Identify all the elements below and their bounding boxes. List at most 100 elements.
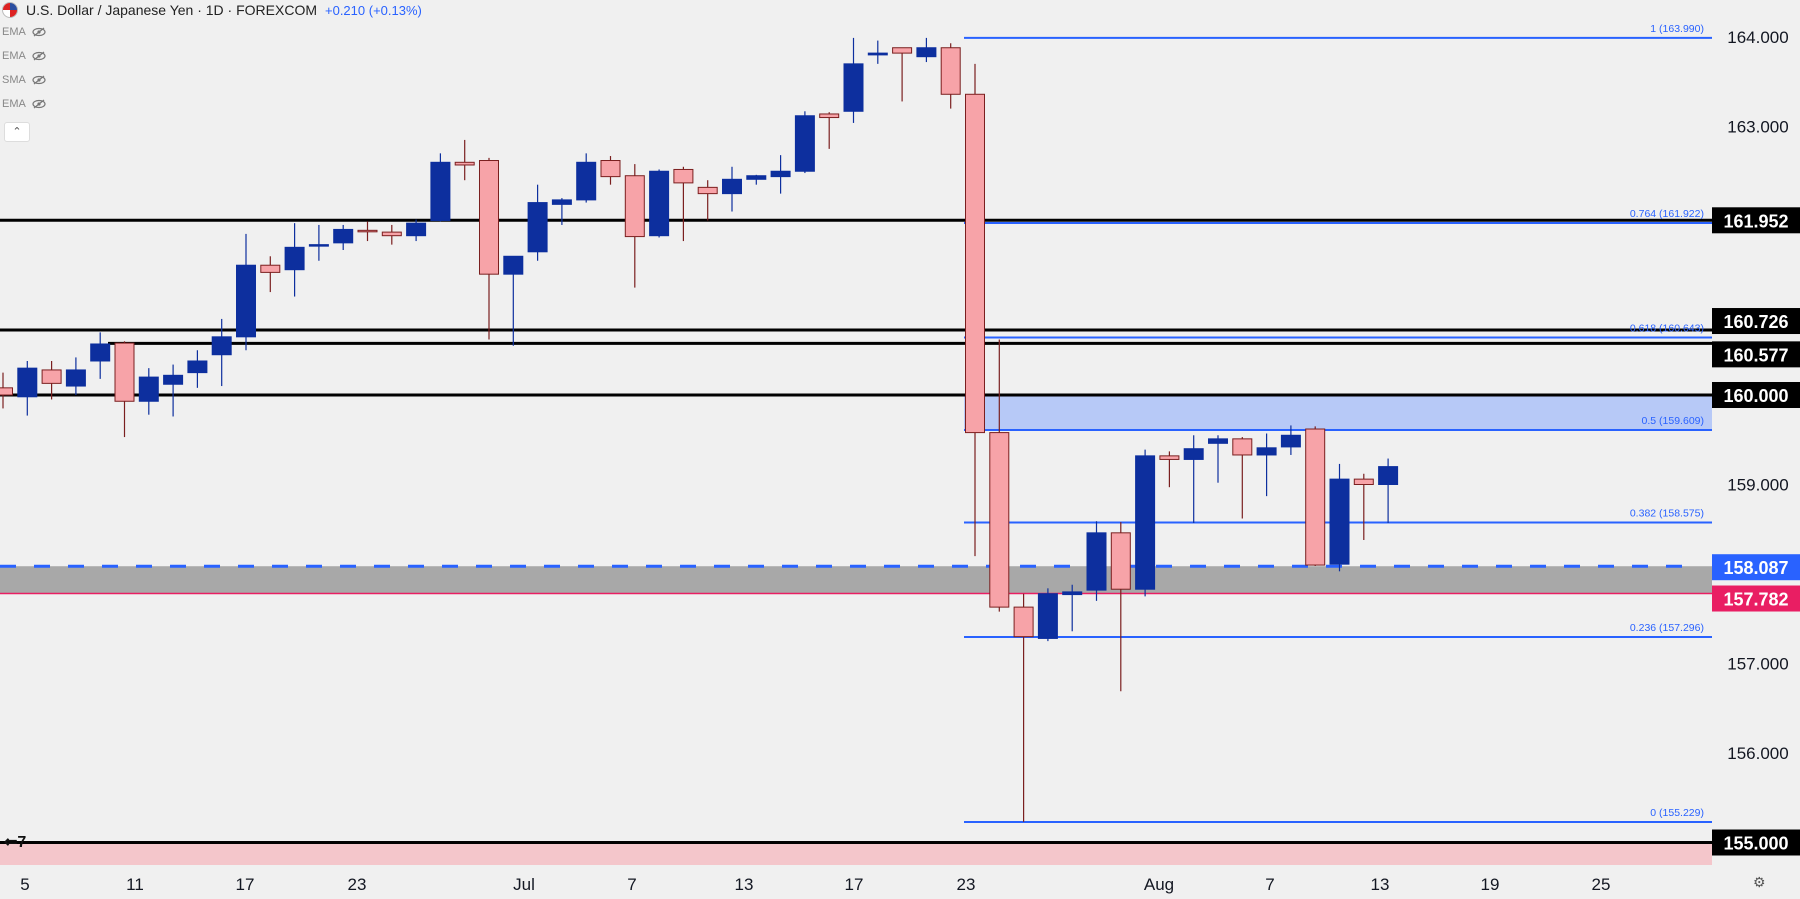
candle	[1037, 588, 1058, 642]
candle	[406, 219, 427, 242]
price-label-box	[1712, 554, 1800, 581]
candle	[41, 360, 62, 400]
candle-body	[430, 161, 451, 221]
candle-body	[843, 63, 864, 112]
candle-body	[770, 170, 791, 178]
candle-body	[503, 255, 524, 275]
candle	[916, 37, 937, 63]
y-tick-label: 159.000	[1727, 476, 1788, 495]
candle-body	[333, 228, 354, 244]
candle-body	[187, 360, 208, 374]
indicator-row[interactable]: SMA	[2, 74, 46, 86]
candle-body	[454, 161, 475, 166]
eye-off-icon[interactable]	[32, 99, 46, 109]
candle-body	[138, 376, 159, 402]
candle-body	[406, 222, 427, 237]
candle-body	[1062, 591, 1083, 596]
y-tick-label: 164.000	[1727, 28, 1788, 47]
collapse-indicators-button[interactable]: ⌃	[4, 122, 30, 142]
x-tick-label: 13	[735, 875, 754, 894]
candle-body	[114, 342, 135, 402]
fib-label: 0.236 (157.296)	[1630, 622, 1704, 634]
price-label-text: 157.782	[1723, 590, 1788, 610]
candle	[843, 37, 864, 123]
candle	[867, 40, 888, 64]
gear-icon[interactable]: ⚙	[1753, 874, 1766, 890]
candle	[770, 155, 791, 194]
candle-body	[819, 113, 840, 119]
candle	[673, 166, 694, 242]
candle	[114, 341, 135, 438]
candle	[1378, 458, 1399, 523]
candle-body	[1013, 606, 1034, 638]
candle	[1232, 437, 1253, 519]
price-zone	[0, 566, 1712, 594]
indicator-row[interactable]: EMA	[2, 26, 46, 38]
price-label-text: 160.726	[1723, 312, 1788, 332]
candle-body	[1232, 438, 1253, 456]
x-tick-label: 23	[957, 875, 976, 894]
candle-body	[916, 47, 937, 58]
eye-off-icon[interactable]	[32, 51, 46, 61]
candle-body	[649, 170, 670, 237]
price-axis: 156.000157.000158.000159.000163.000164.0…	[1712, 0, 1800, 899]
fib-label: 1 (163.990)	[1650, 23, 1704, 35]
candle	[163, 364, 184, 417]
price-label-box	[1712, 308, 1800, 335]
candle	[454, 139, 475, 181]
candle-body	[1110, 532, 1131, 590]
candle-body	[236, 264, 256, 338]
fib-label: 0.5 (159.609)	[1642, 415, 1704, 427]
candle	[1305, 426, 1326, 566]
candle	[1013, 593, 1034, 822]
candle	[1110, 522, 1131, 692]
indicator-row[interactable]: EMA	[2, 98, 46, 110]
x-tick-label: 23	[348, 875, 367, 894]
candle-body	[794, 115, 815, 172]
candles-layer	[0, 37, 1399, 822]
x-tick-label: 17	[845, 875, 864, 894]
zones-layer	[0, 395, 1712, 865]
x-tick-label: 5	[20, 875, 29, 894]
candle	[697, 180, 718, 221]
candle	[90, 332, 111, 379]
candle	[649, 169, 670, 238]
candle-body	[284, 246, 305, 271]
candle-body	[892, 47, 913, 54]
candle	[1183, 435, 1204, 523]
price-label-text: 158.087	[1723, 558, 1788, 578]
candle-body	[746, 175, 767, 180]
candle	[65, 357, 86, 395]
candle	[430, 153, 451, 222]
candle-body	[479, 160, 499, 275]
candle-body	[1305, 428, 1326, 566]
candle	[381, 224, 402, 245]
candle	[819, 112, 840, 149]
symbol-title[interactable]: U.S. Dollar / Japanese Yen · 1D · FOREXC…	[26, 2, 317, 18]
eye-off-icon[interactable]	[32, 27, 46, 37]
price-axis-bg	[1712, 0, 1800, 899]
indicator-row[interactable]: EMA	[2, 50, 46, 62]
candle	[17, 360, 38, 416]
y-tick-label: 157.000	[1727, 655, 1788, 674]
time-axis: 5 11 17 23 Jul 7 13 17 23 Aug 7 13 19 25	[20, 875, 1610, 894]
support-zone	[0, 842, 1712, 865]
price-label-box	[1712, 382, 1800, 408]
tradingview-logo[interactable]: ⇐7	[4, 834, 27, 851]
candle-body	[17, 367, 38, 398]
candle-body	[163, 374, 184, 385]
candle-body	[211, 336, 232, 356]
candle	[503, 255, 524, 346]
candle	[308, 224, 329, 261]
candle	[260, 256, 281, 293]
candle-body	[1037, 593, 1058, 639]
price-label-box	[1712, 341, 1800, 368]
eye-off-icon[interactable]	[32, 75, 46, 85]
candle-body	[1086, 532, 1107, 591]
candle-body	[1159, 455, 1180, 460]
candle	[551, 198, 572, 225]
candle-body	[965, 93, 985, 434]
candle-body	[260, 264, 281, 273]
